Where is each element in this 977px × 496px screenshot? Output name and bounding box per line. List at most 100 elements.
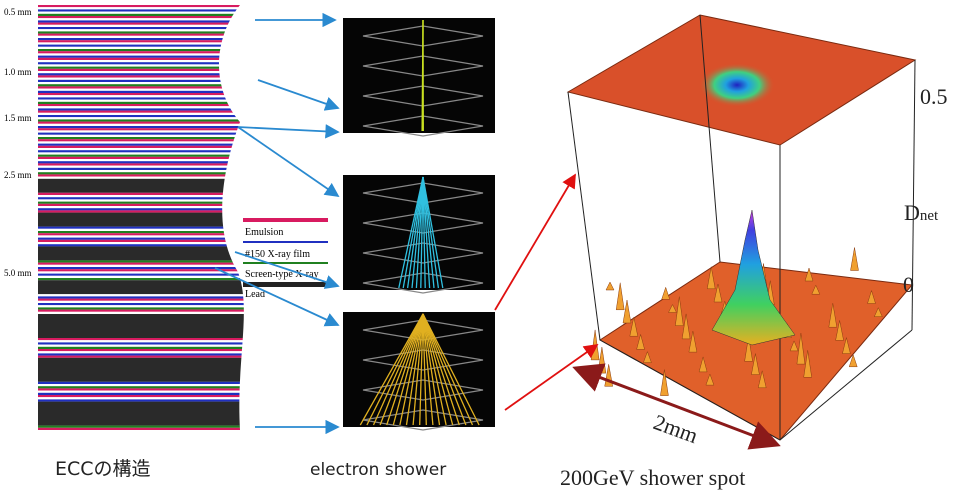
layer: [38, 152, 248, 154]
layer: [38, 159, 248, 161]
spike: [616, 283, 624, 310]
layer: [38, 399, 248, 401]
layer: [38, 137, 248, 139]
layer: [38, 124, 248, 126]
scale-label: 1.0 mm: [4, 67, 32, 77]
layer: [38, 177, 248, 179]
scale-labels: 0.5 mm 1.0 mm 1.5 mm 2.5 mm 5.0 mm: [4, 7, 32, 278]
layer: [38, 397, 248, 399]
layer: [38, 42, 248, 44]
layer: [38, 36, 248, 38]
layer: [38, 296, 248, 298]
layer: [38, 280, 248, 294]
layer: [38, 233, 248, 235]
spike: [851, 248, 859, 271]
layer: [38, 197, 248, 199]
layer: [38, 97, 248, 99]
layer: [38, 174, 248, 176]
layer: [38, 150, 248, 152]
layer: [38, 349, 248, 351]
layer: [38, 388, 248, 390]
layer: [38, 263, 248, 265]
spike: [662, 287, 670, 299]
layer: [38, 25, 248, 27]
layer: [38, 31, 248, 33]
layer: [38, 148, 248, 150]
layer: [38, 338, 248, 340]
layer: [38, 45, 248, 47]
layer: [38, 271, 248, 273]
layer: [38, 168, 248, 170]
layer: [38, 347, 248, 349]
arrow: [258, 80, 338, 108]
layer: [38, 106, 248, 108]
spike: [606, 282, 614, 290]
legend-swatch: [243, 241, 328, 243]
layer: [38, 229, 248, 231]
layer: [38, 242, 248, 244]
layer: [38, 20, 248, 22]
layer: [38, 314, 248, 338]
layer: [38, 12, 248, 14]
bottom-label: 0: [903, 272, 914, 297]
layer: [38, 307, 248, 309]
shower-panels: [343, 18, 495, 430]
layer: [38, 67, 248, 69]
layer: [38, 141, 248, 143]
layer: [38, 305, 248, 307]
layer: [38, 395, 248, 397]
layer: [38, 244, 248, 246]
layer: [38, 133, 248, 135]
layer: [38, 128, 248, 130]
layer: [38, 111, 248, 113]
layer: [38, 265, 248, 267]
layer: [38, 204, 248, 206]
layer: [38, 34, 248, 36]
layer: [38, 80, 248, 82]
layer: [38, 117, 248, 119]
layer: [38, 130, 248, 132]
axis-label: Dnet: [904, 200, 939, 225]
legend-swatch: [243, 218, 328, 222]
layer: [38, 227, 248, 229]
layer: [38, 276, 248, 278]
scale-label: 0.5 mm: [4, 7, 32, 17]
arrow: [238, 127, 338, 196]
figure: 0.5 mm 1.0 mm 1.5 mm 2.5 mm 5.0 mm Emuls…: [0, 0, 977, 496]
layer: [38, 345, 248, 347]
layer: [38, 231, 248, 233]
layer: [38, 294, 248, 296]
layer: [38, 78, 248, 80]
layer: [38, 64, 248, 66]
layer: [38, 213, 248, 227]
layer: [38, 23, 248, 25]
layer: [38, 102, 248, 104]
layer: [38, 5, 248, 7]
layer: [38, 56, 248, 58]
top-spot: [699, 63, 775, 107]
layer: [38, 260, 248, 262]
spike: [591, 330, 599, 360]
layer: [38, 16, 248, 18]
layer: [38, 119, 248, 121]
layer: [38, 126, 248, 128]
layer: [38, 157, 248, 159]
layer: [38, 340, 248, 342]
layer: [38, 27, 248, 29]
layer: [38, 430, 248, 432]
layer: [38, 195, 248, 197]
layer: [38, 303, 248, 305]
layer: [38, 108, 248, 110]
layer: [38, 115, 248, 117]
arrow: [238, 127, 338, 132]
legend-text: Screen-type X-ray: [245, 269, 319, 280]
layer: [38, 391, 248, 393]
layer: [38, 179, 248, 193]
axis-symbol: D: [904, 200, 920, 225]
scale-label: 2.5 mm: [4, 170, 32, 180]
layer: [38, 58, 248, 60]
layer: [38, 38, 248, 40]
layer: [38, 62, 248, 64]
ecc-stack: [38, 5, 248, 432]
layer: [38, 95, 248, 97]
